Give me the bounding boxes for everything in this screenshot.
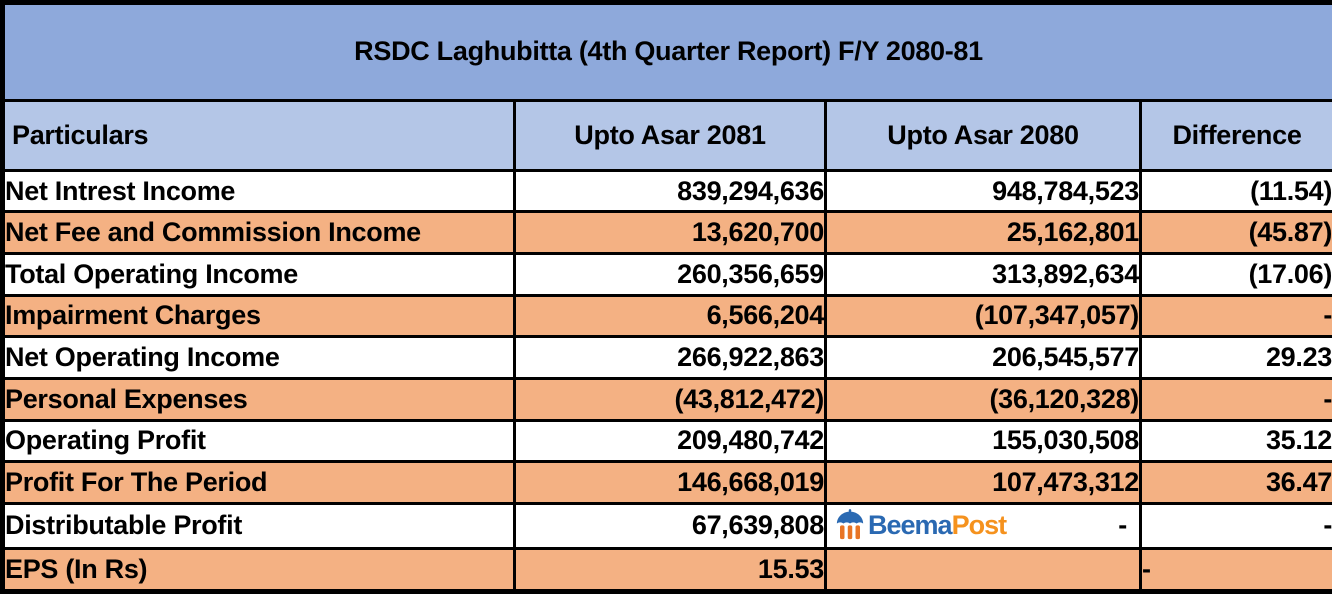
column-header-upto-asar-2081: Upto Asar 2081 — [513, 98, 827, 172]
cell-upto-asar-2081: 67,639,808 — [513, 501, 827, 551]
cell-upto-asar-2080: 206,545,577 — [824, 335, 1142, 380]
cell-upto-asar-2081: 839,294,636 — [513, 168, 827, 214]
umbrella-building-icon — [836, 509, 864, 540]
column-header-upto-asar-2080: Upto Asar 2080 — [824, 98, 1142, 172]
cell-upto-asar-2080: BeemaPost - — [824, 501, 1142, 551]
cell-upto-asar-2081: 146,668,019 — [513, 460, 827, 505]
table-row: Personal Expenses (43,812,472) (36,120,328… — [1, 376, 1332, 422]
cell-particulars: Total Operating Income — [1, 252, 516, 297]
table-row: Distributable Profit 67,639,808 BeemaPost -… — [1, 501, 1332, 551]
cell-upto-asar-2081: (43,812,472) — [513, 376, 827, 422]
watermark-brand-primary: Beema — [868, 510, 953, 541]
cell-difference: - — [1138, 501, 1332, 551]
cell-upto-asar-2080: 107,473,312 — [824, 460, 1142, 505]
table-row: Total Operating Income 260,356,659 313,892… — [1, 252, 1332, 297]
cell-upto-asar-2081: 6,566,204 — [513, 293, 827, 339]
cell-upto-asar-2080: (107,347,057) — [824, 293, 1142, 339]
watermark-cell-content: BeemaPost - — [829, 506, 1138, 545]
cell-particulars: Profit For The Period — [1, 460, 516, 505]
cell-difference: (17.06) — [1138, 252, 1332, 297]
cell-particulars: Net Operating Income — [1, 335, 516, 380]
cell-difference: (11.54) — [1138, 168, 1332, 214]
cell-upto-asar-2080: 948,784,523 — [824, 168, 1142, 214]
cell-particulars: EPS (In Rs) — [1, 547, 516, 593]
column-header-particulars: Particulars — [1, 98, 516, 172]
cell-upto-asar-2081: 209,480,742 — [513, 418, 827, 464]
cell-difference: 29.23 — [1138, 335, 1332, 380]
cell-particulars: Operating Profit — [1, 418, 516, 464]
cell-upto-asar-2081: 260,356,659 — [513, 252, 827, 297]
table-row: Net Operating Income 266,922,863 206,545,5… — [1, 335, 1332, 380]
table-row: Operating Profit 209,480,742 155,030,508 35… — [1, 418, 1332, 464]
table-row: Impairment Charges 6,566,204 (107,347,057)… — [1, 293, 1332, 339]
cell-upto-asar-2080: (36,120,328) — [824, 376, 1142, 422]
cell-difference: 35.12 — [1138, 418, 1332, 464]
table-row: Net Intrest Income 839,294,636 948,784,523… — [1, 168, 1332, 214]
table-row: EPS (In Rs) 15.53 - — [1, 547, 1332, 593]
cell-upto-asar-2080: 155,030,508 — [824, 418, 1142, 464]
cell-value: - — [1118, 510, 1127, 541]
cell-upto-asar-2080: 313,892,634 — [824, 252, 1142, 297]
column-header-row: Particulars Upto Asar 2081 Upto Asar 208… — [1, 98, 1332, 172]
cell-difference: 36.47 — [1138, 460, 1332, 505]
cell-particulars: Impairment Charges — [1, 293, 516, 339]
watermark-brand-secondary: Post — [951, 510, 1008, 541]
cell-particulars: Distributable Profit — [1, 501, 516, 551]
cell-upto-asar-2080 — [824, 547, 1142, 593]
cell-difference: (45.87) — [1138, 210, 1332, 255]
cell-difference: - — [1138, 376, 1332, 422]
cell-upto-asar-2080: 25,162,801 — [824, 210, 1142, 255]
table-row: Net Fee and Commission Income 13,620,700 2… — [1, 210, 1332, 255]
cell-difference: - — [1138, 547, 1332, 593]
cell-particulars: Personal Expenses — [1, 376, 516, 422]
title-row: RSDC Laghubitta (4th Quarter Report) F/Y… — [0, 1, 1332, 102]
cell-upto-asar-2081: 266,922,863 — [513, 335, 827, 380]
report-title: RSDC Laghubitta (4th Quarter Report) F/Y… — [0, 1, 1332, 102]
table-row: Profit For The Period 146,668,019 107,473,… — [1, 460, 1332, 505]
cell-particulars: Net Fee and Commission Income — [1, 210, 516, 255]
beemapost-watermark: BeemaPost — [835, 509, 1008, 543]
cell-upto-asar-2081: 15.53 — [513, 547, 827, 593]
cell-particulars: Net Intrest Income — [1, 168, 516, 214]
cell-difference: - — [1138, 293, 1332, 339]
cell-upto-asar-2081: 13,620,700 — [513, 210, 827, 255]
column-header-difference: Difference — [1138, 98, 1332, 172]
